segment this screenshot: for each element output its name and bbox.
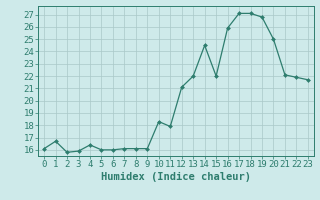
X-axis label: Humidex (Indice chaleur): Humidex (Indice chaleur) [101, 172, 251, 182]
